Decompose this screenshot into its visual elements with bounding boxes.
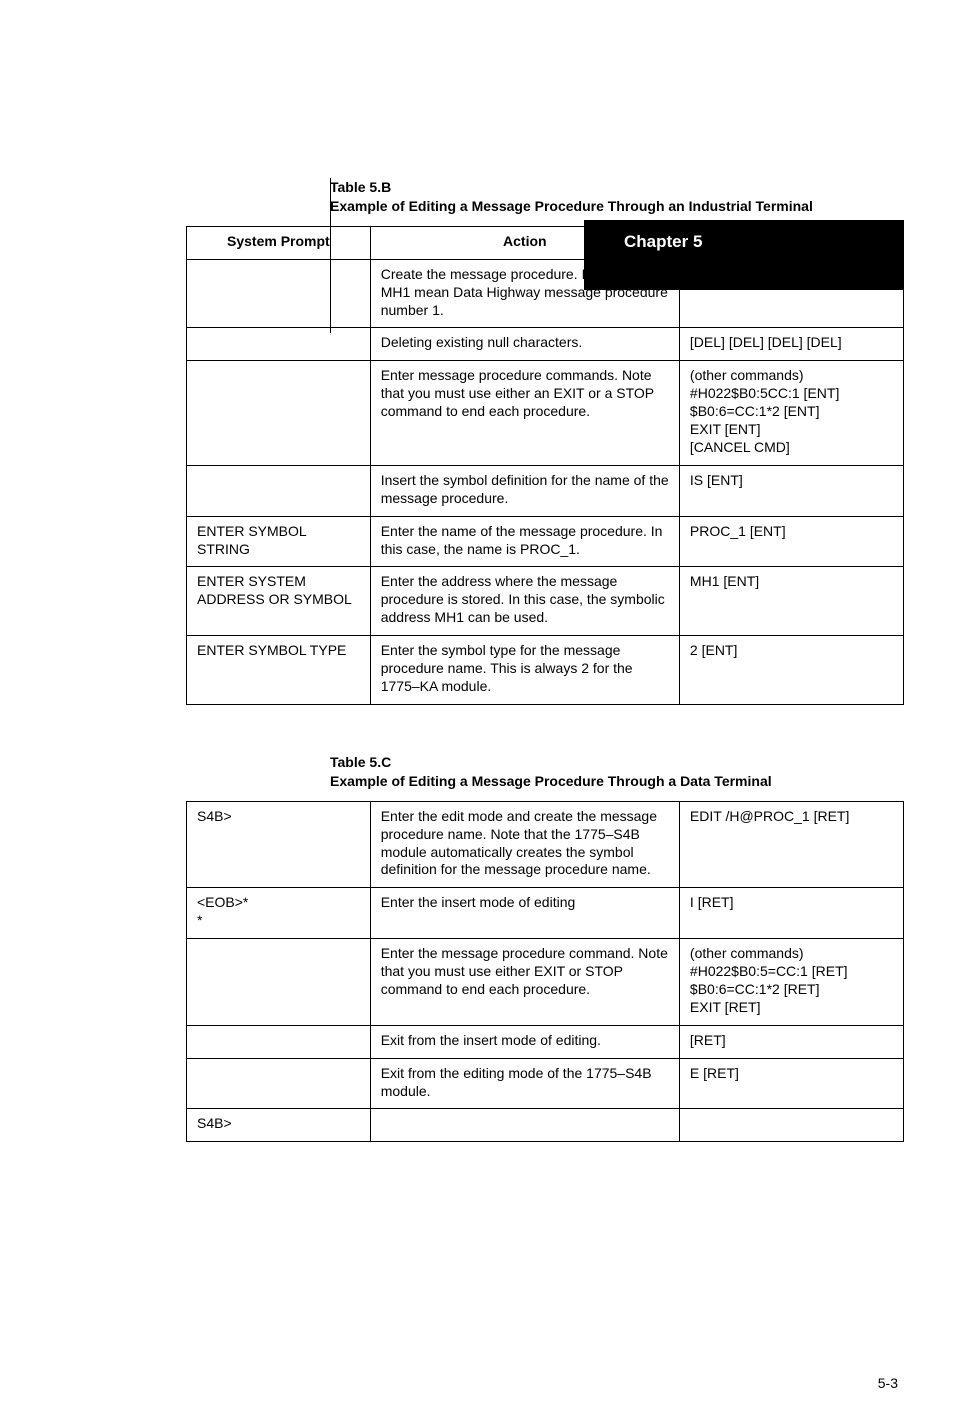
table-c-title: Example of Editing a Message Procedure T… (330, 773, 772, 789)
vertical-divider (330, 178, 331, 333)
th-system-prompt: System Prompt (187, 226, 371, 259)
cell-keys: EDIT /H@PROC_1 [RET] (679, 801, 903, 888)
chapter-banner: Chapter 5 (584, 220, 904, 290)
table-c-caption: Table 5.C Example of Editing a Message P… (330, 753, 894, 791)
cell-prompt: ENTER SYSTEM ADDRESS OR SYMBOL (187, 567, 371, 636)
cell-action: Enter message procedure commands. Note t… (370, 361, 679, 466)
cell-prompt (187, 328, 371, 361)
cell-keys: PROC_1 [ENT] (679, 516, 903, 567)
cell-prompt: S4B> (187, 1109, 371, 1142)
cell-action: Insert the symbol definition for the nam… (370, 465, 679, 516)
cell-keys: 2 [ENT] (679, 636, 903, 705)
chapter-label: Chapter 5 (624, 232, 702, 251)
table-b-title: Example of Editing a Message Procedure T… (330, 198, 813, 214)
cell-keys (679, 1109, 903, 1142)
cell-keys: [DEL] [DEL] [DEL] [DEL] (679, 328, 903, 361)
cell-action: Enter the name of the message procedure.… (370, 516, 679, 567)
cell-prompt (187, 1025, 371, 1058)
cell-prompt: S4B> (187, 801, 371, 888)
cell-action: Enter the message procedure command. Not… (370, 939, 679, 1026)
cell-keys: [RET] (679, 1025, 903, 1058)
cell-action: Deleting existing null characters. (370, 328, 679, 361)
cell-action: Exit from the editing mode of the 1775–S… (370, 1058, 679, 1109)
table-row: Insert the symbol definition for the nam… (187, 465, 904, 516)
page-number: 5-3 (878, 1375, 898, 1391)
table-row: Exit from the insert mode of editing.[RE… (187, 1025, 904, 1058)
table-b-caption: Table 5.B Example of Editing a Message P… (330, 178, 894, 216)
table-row: Enter message procedure commands. Note t… (187, 361, 904, 466)
table-row: S4B>Enter the edit mode and create the m… (187, 801, 904, 888)
cell-prompt (187, 465, 371, 516)
table-row: S4B> (187, 1109, 904, 1142)
table-c-number: Table 5.C (330, 754, 391, 770)
cell-prompt (187, 361, 371, 466)
table-b-body: Create the message procedure. In this ca… (187, 259, 904, 704)
table-c: S4B>Enter the edit mode and create the m… (186, 801, 904, 1143)
table-row: ENTER SYMBOL TYPEEnter the symbol type f… (187, 636, 904, 705)
cell-keys: I [RET] (679, 888, 903, 939)
table-row: Exit from the editing mode of the 1775–S… (187, 1058, 904, 1109)
table-c-body: S4B>Enter the edit mode and create the m… (187, 801, 904, 1142)
cell-prompt (187, 259, 371, 328)
cell-action: Enter the symbol type for the message pr… (370, 636, 679, 705)
cell-keys: (other commands) #H022$B0:5CC:1 [ENT] $B… (679, 361, 903, 466)
cell-action (370, 1109, 679, 1142)
table-b-number: Table 5.B (330, 179, 391, 195)
cell-keys: E [RET] (679, 1058, 903, 1109)
table-row: Enter the message procedure command. Not… (187, 939, 904, 1026)
cell-prompt: ENTER SYMBOL STRING (187, 516, 371, 567)
cell-action: Exit from the insert mode of editing. (370, 1025, 679, 1058)
cell-action: Enter the address where the message proc… (370, 567, 679, 636)
table-row: Deleting existing null characters.[DEL] … (187, 328, 904, 361)
cell-prompt (187, 1058, 371, 1109)
cell-prompt (187, 939, 371, 1026)
table-row: <EOB>* *Enter the insert mode of editing… (187, 888, 904, 939)
cell-prompt: ENTER SYMBOL TYPE (187, 636, 371, 705)
table-b: System Prompt Action Key Strokes Create … (186, 226, 904, 705)
table-row: ENTER SYSTEM ADDRESS OR SYMBOLEnter the … (187, 567, 904, 636)
cell-keys: IS [ENT] (679, 465, 903, 516)
cell-action: Enter the insert mode of editing (370, 888, 679, 939)
cell-keys: MH1 [ENT] (679, 567, 903, 636)
cell-keys: (other commands) #H022$B0:5=CC:1 [RET] $… (679, 939, 903, 1026)
cell-prompt: <EOB>* * (187, 888, 371, 939)
table-row: ENTER SYMBOL STRINGEnter the name of the… (187, 516, 904, 567)
cell-action: Enter the edit mode and create the messa… (370, 801, 679, 888)
